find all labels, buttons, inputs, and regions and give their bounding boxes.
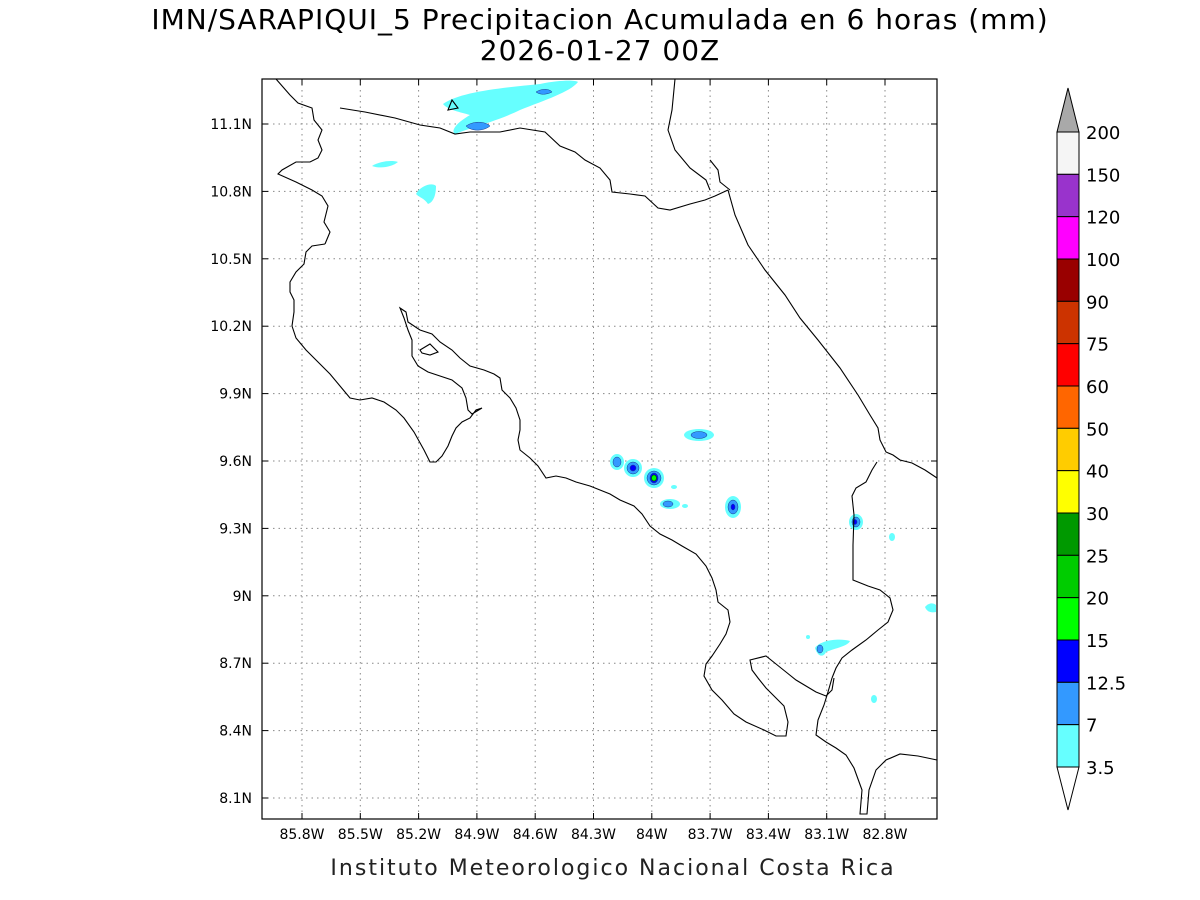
lat-tick-label: 8.7N (219, 656, 252, 672)
colorbar-label: 150 (1086, 165, 1120, 186)
panama-border (831, 461, 894, 679)
precip-area (662, 500, 674, 508)
pacific-coast (289, 243, 835, 737)
lon-tick-label: 82.8W (862, 827, 907, 843)
precip-area (671, 485, 677, 489)
footer-credit: Instituto Meteorologico Nacional Costa R… (330, 856, 896, 881)
lon-tick-label: 83.1W (804, 827, 849, 843)
precip-area (889, 533, 895, 541)
colorbar-swatch (1056, 300, 1080, 345)
lat-tick-label: 9.9N (219, 387, 252, 403)
colorbar-label: 200 (1086, 123, 1120, 144)
lon-tick-label: 84.3W (571, 827, 616, 843)
grid-lines (262, 79, 937, 819)
san-juan-mouth (709, 159, 731, 191)
lon-tick-label: 84.6W (513, 827, 558, 843)
precip-area (443, 80, 578, 134)
colorbar-label: 25 (1086, 546, 1109, 567)
colorbar-label: 60 (1086, 377, 1109, 398)
colorbar-swatch (1056, 724, 1080, 768)
precip-area (372, 161, 398, 168)
colorbar-swatch (1056, 343, 1080, 387)
precip-area (806, 635, 810, 639)
precip-area (629, 464, 637, 472)
colorbar-label: 20 (1086, 589, 1109, 610)
caribbean-coast (727, 189, 938, 479)
colorbar-label: 90 (1086, 292, 1109, 313)
lat-tick-label: 10.8N (210, 184, 252, 200)
nicaragua-pacific-coast (275, 78, 331, 245)
colorbar-swatch (1056, 597, 1080, 641)
colorbar-swatch (1056, 173, 1080, 218)
lon-tick-label: 85.8W (279, 827, 324, 843)
lon-tick-label: 84W (636, 827, 668, 843)
colorbar-swatch (1056, 131, 1080, 175)
colorbar-swatch (1056, 427, 1080, 472)
precip-area (690, 431, 708, 439)
colorbar-label: 120 (1086, 208, 1120, 229)
colorbar-swatch (1056, 258, 1080, 302)
lat-tick-label: 9N (233, 589, 252, 605)
lon-tick-label: 83.7W (688, 827, 733, 843)
precip-area (730, 503, 736, 511)
lake-island (447, 98, 459, 111)
coastlines (275, 78, 938, 815)
precip-area (682, 504, 688, 508)
map-title: IMN/SARAPIQUI_5 Precipitacion Acumulada … (151, 3, 1049, 36)
precip-area (612, 456, 622, 468)
lon-tick-label: 83.4W (746, 827, 791, 843)
colorbar-label: 100 (1086, 250, 1120, 271)
colorbar: 3.5 7 12.5 15 20 25 30 40 50 60 75 90 100 120 150 200 (1056, 87, 1126, 811)
colorbar-label: 12.5 (1086, 673, 1126, 694)
colorbar-label: 7 (1086, 716, 1097, 737)
chira-island (419, 343, 439, 356)
precip-area (925, 603, 936, 613)
colorbar-swatch (1056, 554, 1080, 599)
lon-tick-label: 85.5W (338, 827, 383, 843)
map-subtitle: 2026-01-27 00Z (479, 34, 721, 67)
colorbar-over-triangle (1056, 87, 1080, 133)
lat-tick-label: 11.1N (210, 117, 252, 133)
colorbar-label: 3.5 (1086, 758, 1115, 779)
colorbar-label: 50 (1086, 419, 1109, 440)
lon-tick-label: 84.9W (454, 827, 499, 843)
precip-area (816, 644, 824, 654)
panama-coast (815, 677, 938, 815)
colorbar-under-triangle (1056, 766, 1080, 811)
lat-tick-label: 8.1N (219, 791, 252, 807)
colorbar-label: 40 (1086, 462, 1109, 483)
nicaragua-caribbean-coast (667, 78, 711, 191)
precip-area (871, 695, 877, 703)
colorbar-label: 15 (1086, 631, 1109, 652)
precip-area (535, 89, 553, 95)
colorbar-swatch (1056, 385, 1080, 429)
colorbar-swatch (1056, 216, 1080, 260)
lat-tick-label: 10.2N (210, 319, 252, 335)
precip-area (416, 184, 436, 204)
lon-tick-label: 85.2W (396, 827, 441, 843)
colorbar-swatch (1056, 639, 1080, 683)
colorbar-swatch (1056, 512, 1080, 556)
precipitation-areas (372, 80, 936, 703)
map-frame (261, 78, 938, 820)
lat-tick-label: 8.4N (219, 724, 252, 740)
precip-area (465, 122, 491, 131)
colorbar-label: 30 (1086, 504, 1109, 525)
colorbar-label: 75 (1086, 335, 1109, 356)
colorbar-swatch (1056, 681, 1080, 726)
latitude-tick-labels: 11.1N 10.8N 10.5N 10.2N 9.9N 9.6N 9.3N 9N 8.7N 8.… (210, 117, 252, 807)
precip-area (815, 639, 850, 656)
precip-area (651, 474, 657, 482)
lat-tick-label: 9.3N (219, 521, 252, 537)
lat-tick-label: 10.5N (210, 252, 252, 268)
longitude-tick-labels: 85.8W 85.5W 85.2W 84.9W 84.6W 84.3W 84W 83.7W 83… (279, 827, 907, 843)
nicaragua-border (339, 107, 729, 211)
colorbar-swatch (1056, 470, 1080, 514)
lat-tick-label: 9.6N (219, 454, 252, 470)
